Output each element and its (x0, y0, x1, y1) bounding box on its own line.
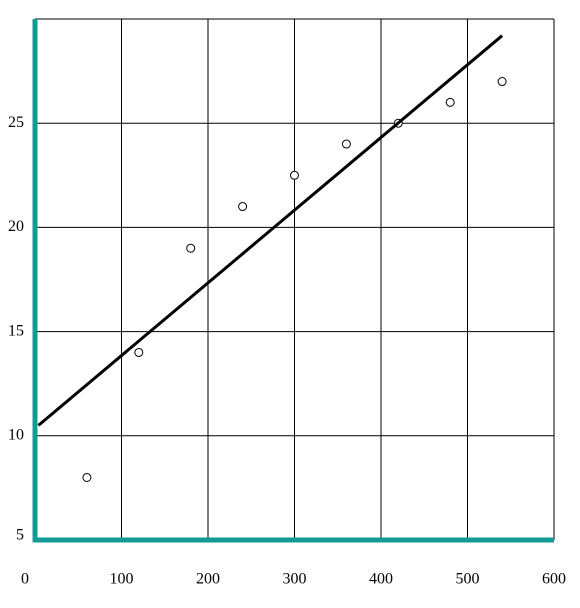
point (186, 243, 196, 253)
y-tick-label: 20 (8, 218, 24, 235)
y-tick-label: 10 (8, 426, 24, 443)
point (238, 202, 248, 212)
x-tick-label: 300 (283, 571, 307, 588)
x-tick-label: 400 (369, 571, 393, 588)
x-tick-label: 500 (456, 571, 480, 588)
y-tick-label: 15 (8, 322, 24, 339)
point (445, 97, 455, 107)
y-tick-label: 25 (8, 114, 24, 131)
x-tick-label: 200 (196, 571, 220, 588)
point (82, 472, 92, 482)
x-tick-label: 0 (21, 571, 29, 588)
point (497, 77, 507, 87)
point (290, 170, 299, 180)
fit-line (37, 34, 504, 427)
x-tick-label: 600 (542, 571, 566, 588)
point (341, 139, 351, 149)
y-tick-label: 5 (16, 527, 24, 544)
x-tick-label: 100 (110, 571, 134, 588)
point (134, 347, 144, 357)
